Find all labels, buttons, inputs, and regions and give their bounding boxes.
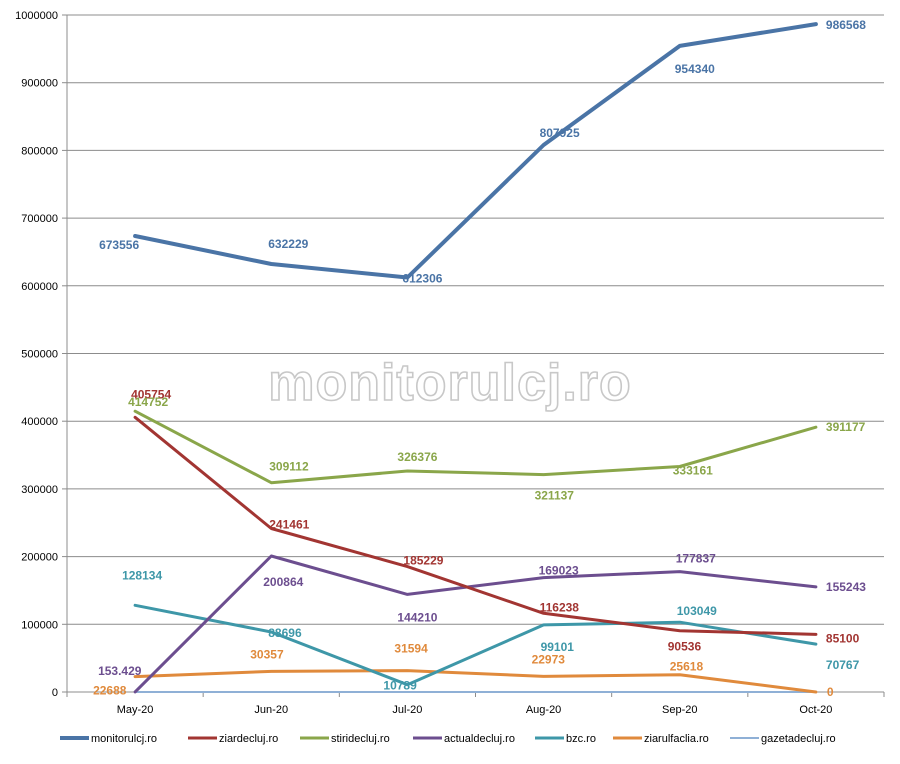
data-label: 116238 <box>540 600 580 614</box>
data-label: 807925 <box>540 126 580 140</box>
data-label: 10789 <box>383 679 417 693</box>
data-labels: 673556 632229 612306 807925 954340 986568 4057… <box>93 18 866 699</box>
data-label: 309112 <box>269 460 309 474</box>
data-label: 954340 <box>675 62 715 76</box>
y-tick-label: 0 <box>52 687 58 699</box>
data-label: 391177 <box>826 420 866 434</box>
data-label: 612306 <box>402 271 442 285</box>
y-tick-label: 200000 <box>21 552 58 564</box>
data-label: 25618 <box>670 660 704 674</box>
legend-label: actualdecluj.ro <box>444 733 515 745</box>
data-label: 22973 <box>532 652 566 666</box>
watermark-text: monitorulcj.ro <box>268 354 632 412</box>
legend-label: stiridecluj.ro <box>331 733 390 745</box>
legend-label: gazetadecluj.ro <box>761 733 836 745</box>
data-label: 90536 <box>668 640 702 654</box>
data-label: 153.429 <box>98 664 142 678</box>
series-line <box>133 22 818 280</box>
gridlines <box>67 14 884 625</box>
data-label: 85100 <box>826 631 860 645</box>
data-label: 88696 <box>268 626 302 640</box>
legend-label: monitorulcj.ro <box>91 733 157 745</box>
data-label: 333161 <box>673 463 713 477</box>
data-label: 321137 <box>535 489 575 503</box>
legend-label: ziardecluj.ro <box>219 733 278 745</box>
data-label: 414752 <box>128 395 168 409</box>
data-label: 0 <box>827 685 834 699</box>
x-tick-label: Aug-20 <box>526 704 561 716</box>
data-label: 155243 <box>826 580 866 594</box>
series-line <box>133 603 818 687</box>
series-line <box>133 669 818 694</box>
data-label: 99101 <box>541 640 575 654</box>
data-label: 673556 <box>99 238 139 252</box>
data-label: 22688 <box>93 684 127 698</box>
y-tick-label: 700000 <box>21 213 58 225</box>
data-label: 986568 <box>826 18 866 32</box>
x-tick-label: Jul-20 <box>392 704 422 716</box>
y-tick-label: 400000 <box>21 416 58 428</box>
x-tick-label: Oct-20 <box>799 704 832 716</box>
data-label: 326376 <box>397 450 437 464</box>
data-label: 200864 <box>263 575 303 589</box>
y-tick-label: 1000000 <box>15 10 58 22</box>
data-label: 405754 <box>131 387 171 401</box>
data-label: 103049 <box>677 604 717 618</box>
x-tick-label: Jun-20 <box>254 704 288 716</box>
data-label: 128134 <box>122 568 162 582</box>
x-tick-label: Sep-20 <box>662 704 697 716</box>
y-tick-label: 800000 <box>21 145 58 157</box>
y-tick-label: 500000 <box>21 349 58 361</box>
data-label: 70767 <box>826 658 860 672</box>
data-label: 241461 <box>269 518 309 532</box>
legend-label: bzc.ro <box>566 733 596 745</box>
y-tick-label: 600000 <box>21 281 58 293</box>
legend: monitorulcj.ro ziardecluj.ro stiridecluj.r… <box>60 733 836 745</box>
series-line <box>133 415 818 636</box>
series-lines <box>133 22 818 694</box>
y-tick-label: 300000 <box>21 484 58 496</box>
series-line <box>133 554 818 694</box>
data-label: 144210 <box>397 610 437 624</box>
y-tick-label: 900000 <box>21 78 58 90</box>
legend-label: ziarulfaclia.ro <box>644 733 709 745</box>
data-label: 632229 <box>268 237 308 251</box>
data-label: 177837 <box>676 552 716 566</box>
data-label: 169023 <box>539 564 579 578</box>
data-label: 30357 <box>250 647 284 661</box>
data-label: 31594 <box>394 642 428 656</box>
x-tick-label: May-20 <box>117 704 154 716</box>
y-tick-label: 100000 <box>21 619 58 631</box>
series-line <box>133 409 818 485</box>
data-label: 185229 <box>403 554 443 568</box>
axes: 0 100000 200000 300000 400000 500000 600000 700… <box>15 10 885 716</box>
